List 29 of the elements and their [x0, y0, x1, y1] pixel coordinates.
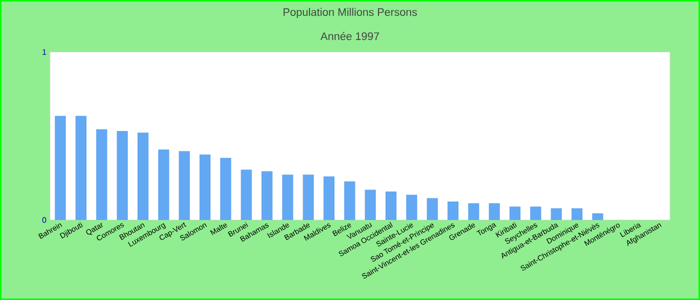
bar — [158, 149, 170, 220]
bar — [488, 203, 500, 220]
bar — [240, 170, 252, 220]
bar — [530, 206, 542, 220]
bar — [448, 202, 459, 220]
bar — [426, 198, 438, 220]
bar — [572, 208, 583, 220]
chart-title: Population Millions Persons — [284, 8, 417, 18]
bar — [200, 154, 211, 220]
bar — [220, 158, 232, 220]
bar — [406, 194, 418, 220]
bar — [116, 130, 128, 220]
bar — [262, 171, 273, 220]
bar — [138, 132, 149, 220]
bar — [510, 206, 521, 220]
bar — [344, 181, 356, 220]
bar — [302, 174, 314, 220]
chart-subtitle: Année 1997 — [320, 32, 379, 40]
bar — [386, 191, 397, 220]
bar — [550, 208, 562, 220]
bar — [592, 213, 604, 220]
bar — [468, 203, 480, 220]
bar — [364, 190, 376, 220]
bar — [54, 116, 66, 220]
bar — [282, 174, 294, 220]
bar — [324, 176, 335, 220]
bar — [96, 129, 108, 220]
bar — [76, 116, 87, 220]
bar — [178, 151, 190, 220]
